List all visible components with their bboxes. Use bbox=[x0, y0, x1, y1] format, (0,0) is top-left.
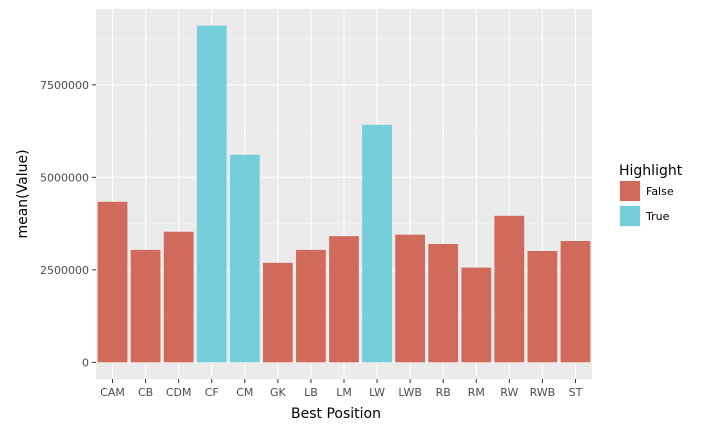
x-tick-label: LWB bbox=[398, 386, 422, 399]
bar-rwb bbox=[527, 250, 558, 363]
y-axis: 0 2500000 5000000 7500000 bbox=[40, 79, 96, 369]
legend-swatch bbox=[620, 181, 640, 201]
legend-label: True bbox=[645, 210, 670, 223]
x-tick-label: CDM bbox=[166, 386, 192, 399]
bar-cam bbox=[97, 201, 128, 363]
x-tick-label: CB bbox=[138, 386, 153, 399]
bar-cdm bbox=[163, 231, 194, 363]
bar-rb bbox=[428, 243, 459, 363]
bar-lm bbox=[329, 236, 359, 363]
x-tick-label: ST bbox=[569, 386, 583, 399]
bar-lb bbox=[296, 249, 326, 363]
bar-rm bbox=[461, 267, 492, 363]
x-tick-label: LW bbox=[369, 386, 385, 399]
x-tick-label: RWB bbox=[530, 386, 556, 399]
bar-cf bbox=[196, 25, 227, 363]
y-tick-label: 0 bbox=[82, 356, 89, 369]
x-tick-label: RB bbox=[436, 386, 451, 399]
bar-lwb bbox=[395, 234, 426, 363]
x-tick-label: LB bbox=[304, 386, 318, 399]
bar-cb bbox=[130, 249, 161, 363]
legend: Highlight False True bbox=[619, 163, 683, 227]
x-tick-label: GK bbox=[270, 386, 287, 399]
x-tick-label: CM bbox=[236, 386, 253, 399]
y-tick-label: 2500000 bbox=[40, 264, 89, 277]
bar-cm bbox=[229, 154, 260, 363]
x-axis-title: Best Position bbox=[291, 406, 381, 422]
bar-gk bbox=[262, 262, 293, 363]
x-tick-label: CAM bbox=[100, 386, 125, 399]
y-tick-label: 7500000 bbox=[40, 79, 89, 92]
legend-label: False bbox=[646, 185, 674, 198]
x-tick-label: RM bbox=[468, 386, 485, 399]
bar-lw bbox=[362, 124, 392, 363]
bar-st bbox=[560, 240, 591, 363]
y-axis-title: mean(Value) bbox=[15, 149, 31, 238]
x-tick-label: LM bbox=[336, 386, 352, 399]
y-tick-label: 5000000 bbox=[40, 171, 89, 184]
x-axis: CAM CB CDM CF CM GK LB LM LW LWB RB RM RW RWB ST bbox=[100, 379, 583, 399]
legend-swatch bbox=[620, 206, 640, 226]
legend-title: Highlight bbox=[619, 163, 683, 179]
x-tick-label: CF bbox=[205, 386, 219, 399]
bar-rw bbox=[494, 215, 525, 363]
bars bbox=[97, 25, 591, 363]
x-tick-label: RW bbox=[500, 386, 518, 399]
